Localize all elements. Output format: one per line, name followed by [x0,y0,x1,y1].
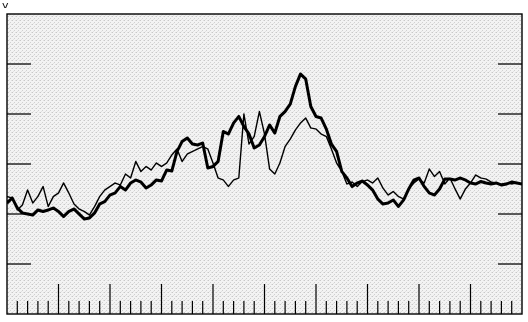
x-axis-ticks [16,284,513,314]
y-axis-ticks [7,63,522,265]
series-layer [7,72,522,221]
plot-area [7,14,522,314]
top-label: y [2,0,9,12]
plot-frame [6,13,523,315]
series-line-thin [7,110,522,216]
